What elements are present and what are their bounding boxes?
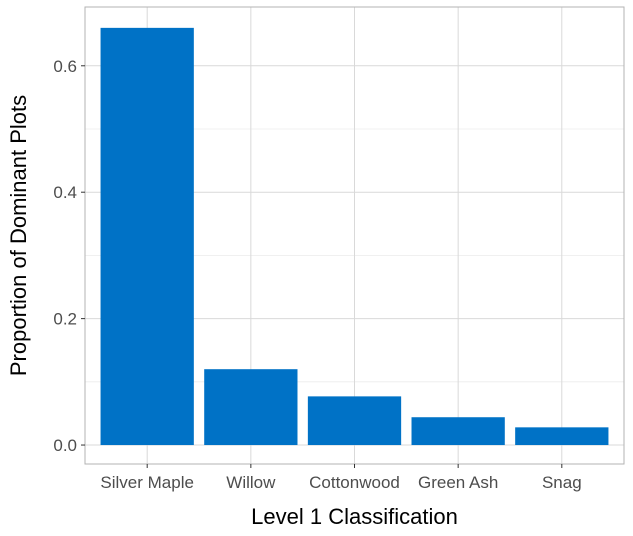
bar-cottonwood	[307, 396, 402, 446]
bar-snag	[515, 427, 609, 446]
y-axis-title: Proportion of Dominant Plots	[6, 95, 31, 376]
y-tick-label: 0.0	[53, 436, 77, 455]
y-tick-label: 0.4	[53, 183, 77, 202]
bar-green-ash	[411, 417, 505, 446]
x-tick-label: Willow	[226, 473, 276, 492]
y-tick-labels: 0.0 0.2 0.4 0.6	[53, 57, 77, 455]
y-tick-label: 0.2	[53, 310, 77, 329]
bar-willow	[204, 369, 298, 446]
x-tick-label: Snag	[542, 473, 582, 492]
x-tick-label: Green Ash	[418, 473, 498, 492]
x-tick-labels: Silver Maple Willow Cottonwood Green Ash Sna…	[100, 473, 581, 492]
x-axis-title: Level 1 Classification	[251, 504, 458, 529]
y-tick-label: 0.6	[53, 57, 77, 76]
axis-ticks	[81, 65, 563, 468]
x-tick-label: Silver Maple	[100, 473, 194, 492]
bar-silver-maple	[100, 27, 194, 446]
x-tick-label: Cottonwood	[309, 473, 400, 492]
bars	[100, 27, 609, 446]
